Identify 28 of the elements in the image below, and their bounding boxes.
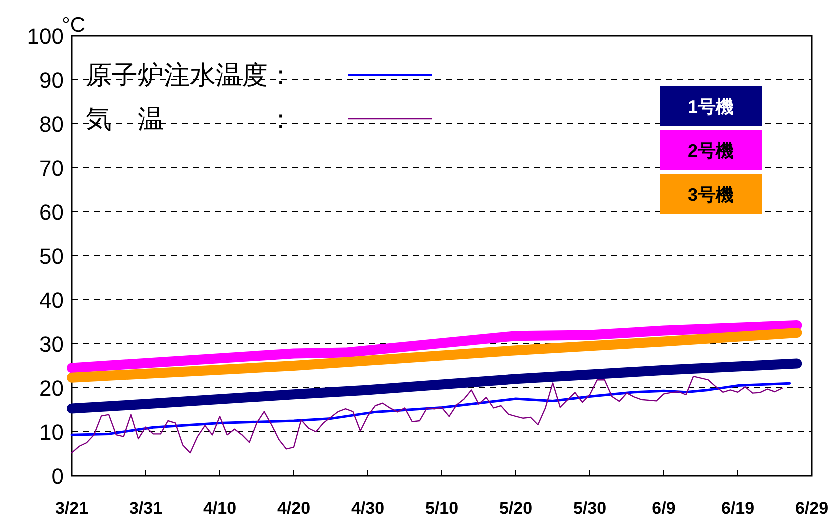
text: 1号機 bbox=[688, 97, 734, 117]
x-tick-label: 4/30 bbox=[351, 499, 385, 518]
x-tick-label: 4/20 bbox=[277, 499, 311, 518]
y-tick-label: 0 bbox=[52, 464, 64, 489]
y-tick-label: 70 bbox=[40, 156, 64, 181]
x-tick-label: 6/9 bbox=[652, 499, 676, 518]
legend-label: 気 温 ： bbox=[86, 104, 294, 134]
x-tick-label: 5/10 bbox=[425, 499, 459, 518]
x-tick-label: 3/31 bbox=[129, 499, 163, 518]
y-tick-label: 90 bbox=[40, 68, 64, 93]
y-tick-label: 60 bbox=[40, 200, 64, 225]
y-tick-label: 10 bbox=[40, 420, 64, 445]
text: 3号機 bbox=[688, 185, 734, 205]
y-axis-title: °C bbox=[62, 14, 86, 37]
x-tick-label: 6/19 bbox=[721, 499, 755, 518]
y-tick-label: 100 bbox=[27, 24, 64, 49]
x-tick-label: 6/29 bbox=[795, 499, 829, 518]
y-tick-label: 80 bbox=[40, 112, 64, 137]
x-tick-label: 4/10 bbox=[203, 499, 237, 518]
x-tick-label: 5/30 bbox=[573, 499, 607, 518]
y-tick-label: 30 bbox=[40, 332, 64, 357]
y-tick-label: 20 bbox=[40, 376, 64, 401]
x-tick-label: 5/20 bbox=[499, 499, 533, 518]
x-tick-label: 3/21 bbox=[55, 499, 89, 518]
legend-label: 原子炉注水温度： bbox=[86, 60, 294, 90]
y-tick-label: 50 bbox=[40, 244, 64, 269]
text: 2号機 bbox=[688, 141, 734, 161]
y-tick-label: 40 bbox=[40, 288, 64, 313]
